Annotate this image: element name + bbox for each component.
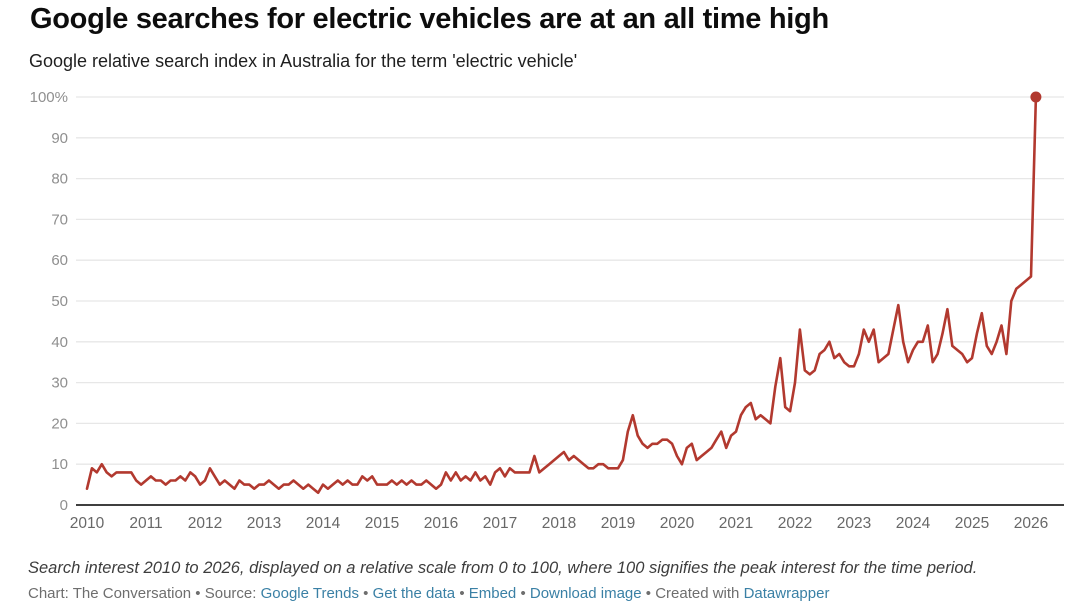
chart-title: Google searches for electric vehicles ar… bbox=[30, 3, 829, 35]
x-tick-label: 2010 bbox=[70, 515, 105, 532]
credit-text: • Created with bbox=[641, 585, 744, 602]
credit-text: • bbox=[455, 585, 469, 602]
y-tick-label: 0 bbox=[60, 497, 68, 514]
x-tick-label: 2021 bbox=[719, 515, 753, 532]
trend-line bbox=[85, 95, 1038, 495]
chart-note: Search interest 2010 to 2026, displayed … bbox=[28, 559, 978, 577]
latest-point-marker bbox=[1030, 91, 1042, 103]
chart-credit: Chart: The Conversation • Source: Google… bbox=[28, 585, 829, 602]
x-tick-label: 2019 bbox=[601, 515, 635, 532]
y-tick-label: 20 bbox=[51, 415, 68, 432]
x-tick-label: 2025 bbox=[955, 515, 989, 532]
x-tick-label: 2024 bbox=[896, 515, 931, 532]
credit-link[interactable]: Datawrapper bbox=[743, 585, 830, 602]
x-tick-label: 2011 bbox=[129, 515, 162, 532]
y-tick-label: 10 bbox=[51, 456, 68, 473]
y-tick-label: 40 bbox=[51, 334, 68, 351]
y-tick-label: 70 bbox=[51, 211, 68, 228]
credit-link[interactable]: Embed bbox=[468, 585, 517, 602]
y-tick-label: 80 bbox=[51, 171, 68, 188]
chart-subtitle: Google relative search index in Australi… bbox=[29, 51, 578, 71]
x-tick-label: 2023 bbox=[837, 515, 871, 532]
credit-text: Chart: The Conversation • Source: bbox=[28, 585, 261, 602]
y-tick-label: 60 bbox=[51, 252, 68, 269]
x-tick-label: 2014 bbox=[306, 515, 341, 532]
x-tick-label: 2012 bbox=[188, 515, 222, 532]
credit-link[interactable]: Download image bbox=[529, 585, 642, 602]
x-tick-label: 2016 bbox=[424, 515, 458, 532]
x-tick-label: 2026 bbox=[1014, 515, 1048, 532]
y-tick-label: 90 bbox=[51, 130, 68, 147]
credit-text: • bbox=[359, 585, 373, 602]
credit-text: • bbox=[516, 585, 530, 602]
y-tick-label: 30 bbox=[51, 375, 68, 392]
line-chart: 100% 90 80 70 60 50 40 30 20 10 0 2010 2011 2012 2013 2… bbox=[0, 85, 1080, 550]
y-tick-label: 100% bbox=[30, 89, 68, 106]
credit-link[interactable]: Google Trends bbox=[260, 585, 359, 602]
x-tick-label: 2018 bbox=[542, 515, 576, 532]
x-tick-label: 2022 bbox=[778, 515, 812, 532]
credit-link[interactable]: Get the data bbox=[372, 585, 456, 602]
x-tick-label: 2020 bbox=[660, 515, 695, 532]
x-tick-label: 2015 bbox=[365, 515, 399, 532]
x-tick-label: 2017 bbox=[483, 515, 517, 532]
y-tick-label: 50 bbox=[51, 293, 68, 310]
x-tick-label: 2013 bbox=[247, 515, 281, 532]
